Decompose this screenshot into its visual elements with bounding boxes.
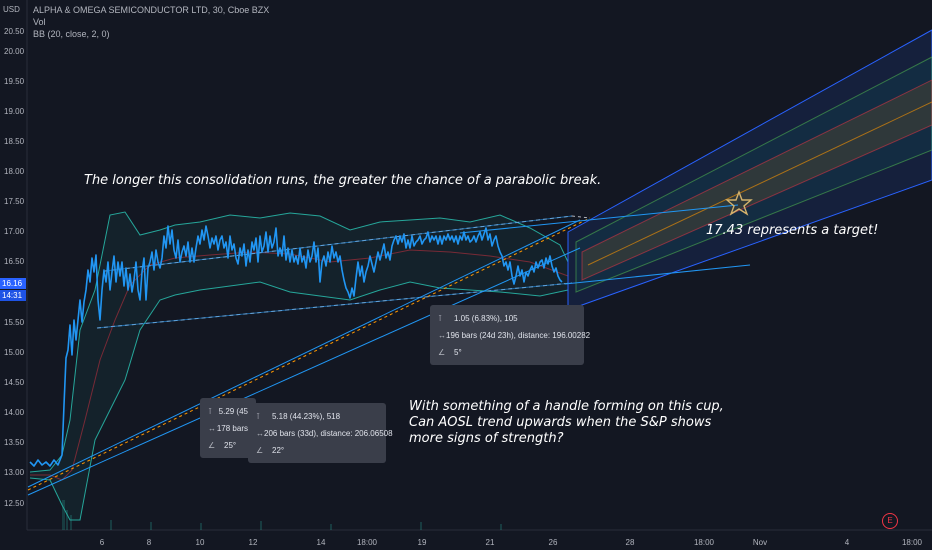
y-tick: 17.50 [4,197,25,206]
x-tick: 21 [485,538,495,547]
x-tick: 18:00 [901,538,923,547]
countdown-tag: 14:31 [0,290,26,301]
y-tick: 17.00 [4,227,25,236]
handle-note-line: Can AOSL trend upwards when the S&P show… [409,415,712,430]
chart-legend: ALPHA & OMEGA SEMICONDUCTOR LTD, 30, Cbo… [33,4,269,40]
support-line [564,264,751,285]
x-tick: Nov [752,538,768,547]
trendline-2 [27,247,581,496]
angle-icon: ∠ [438,348,446,357]
star-icon [725,190,753,216]
price-range-icon: ⊺ [438,314,443,323]
y-tick: 13.50 [4,438,25,447]
y-tick: 20.00 [4,47,25,56]
x-tick: 4 [844,538,850,547]
bar-range-icon: ↔ [208,424,216,433]
tip-bars: 206 bars (33d), distance: 206.06508 [264,429,393,438]
tip-price: 5.18 (44.23%), 518 [272,412,341,421]
symbol-title[interactable]: ALPHA & OMEGA SEMICONDUCTOR LTD, 30, Cbo… [33,5,270,15]
x-tick: 18:00 [693,538,715,547]
x-tick: 19 [417,538,427,547]
tip-price: 1.05 (6.83%), 105 [454,314,518,323]
measure-tooltip[interactable]: ⊺ 1.05 (6.83%), 105 ↔ 196 bars (24d 23h), … [430,305,590,365]
x-tick: 8 [146,538,152,547]
angle-icon: ∠ [256,446,264,455]
tip-angle: 25° [224,441,237,450]
y-tick: 14.00 [4,408,25,417]
current-price-tag: 16.16 [0,278,26,289]
measure-tooltip[interactable]: ⊺ 5.18 (44.23%), 518 ↔ 206 bars (33d), dis… [248,403,393,463]
currency-label: USD [3,5,20,14]
y-tick: 13.00 [4,468,25,477]
tip-bars: 178 bars [216,424,248,433]
x-tick: 6 [99,538,105,547]
y-tick: 19.00 [4,107,25,116]
y-tick: 16.50 [4,257,25,266]
earnings-icon[interactable]: E [882,513,898,529]
measure-tooltip[interactable]: ⊺ 5.29 (45 ↔ 178 bars ∠ 25° [200,398,256,458]
x-tick: 12 [248,538,258,547]
target-note[interactable]: 17.43 represents a target! [706,223,879,238]
y-tick: 14.50 [4,378,25,387]
tip-price: 5.29 (45 [218,407,248,416]
y-tick: 19.50 [4,77,25,86]
x-tick: 10 [195,538,205,547]
handle-note-line: more signs of strength? [409,431,564,446]
bar-range-icon: ↔ [256,429,264,438]
y-tick: 18.00 [4,167,25,176]
handle-note-line: With something of a handle forming on th… [409,399,724,414]
bollinger-upper [29,211,569,473]
x-tick: 28 [625,538,635,547]
angle-icon: ∠ [208,441,216,450]
volume-bars [62,500,502,530]
bb-indicator[interactable]: BB (20, close, 2, 0) [33,29,110,39]
bar-range-icon: ↔ [438,331,446,340]
price-range-icon: ⊺ [208,407,213,416]
consolidation-note[interactable]: The longer this consolidation runs, the … [84,173,602,188]
y-tick: 12.50 [4,499,25,508]
trendline-1 [27,219,581,488]
tip-angle: 5° [454,348,462,357]
y-tick: 15.50 [4,318,25,327]
bollinger-band-fill [30,212,568,520]
price-line [29,225,563,467]
y-tick: 15.00 [4,348,25,357]
vol-indicator[interactable]: Vol [33,17,46,27]
tip-angle: 22° [272,446,285,455]
x-tick: 14 [316,538,326,547]
y-tick: 20.50 [4,27,25,36]
y-tick: 18.50 [4,137,25,146]
target-line [459,204,739,234]
tip-bars: 196 bars (24d 23h), distance: 196.00282 [446,331,591,340]
x-tick: 26 [548,538,558,547]
handle-note[interactable]: With something of a handle forming on th… [409,399,724,447]
x-tick: 18:00 [356,538,378,547]
price-range-icon: ⊺ [256,412,261,421]
trendline-dashed [27,217,591,491]
